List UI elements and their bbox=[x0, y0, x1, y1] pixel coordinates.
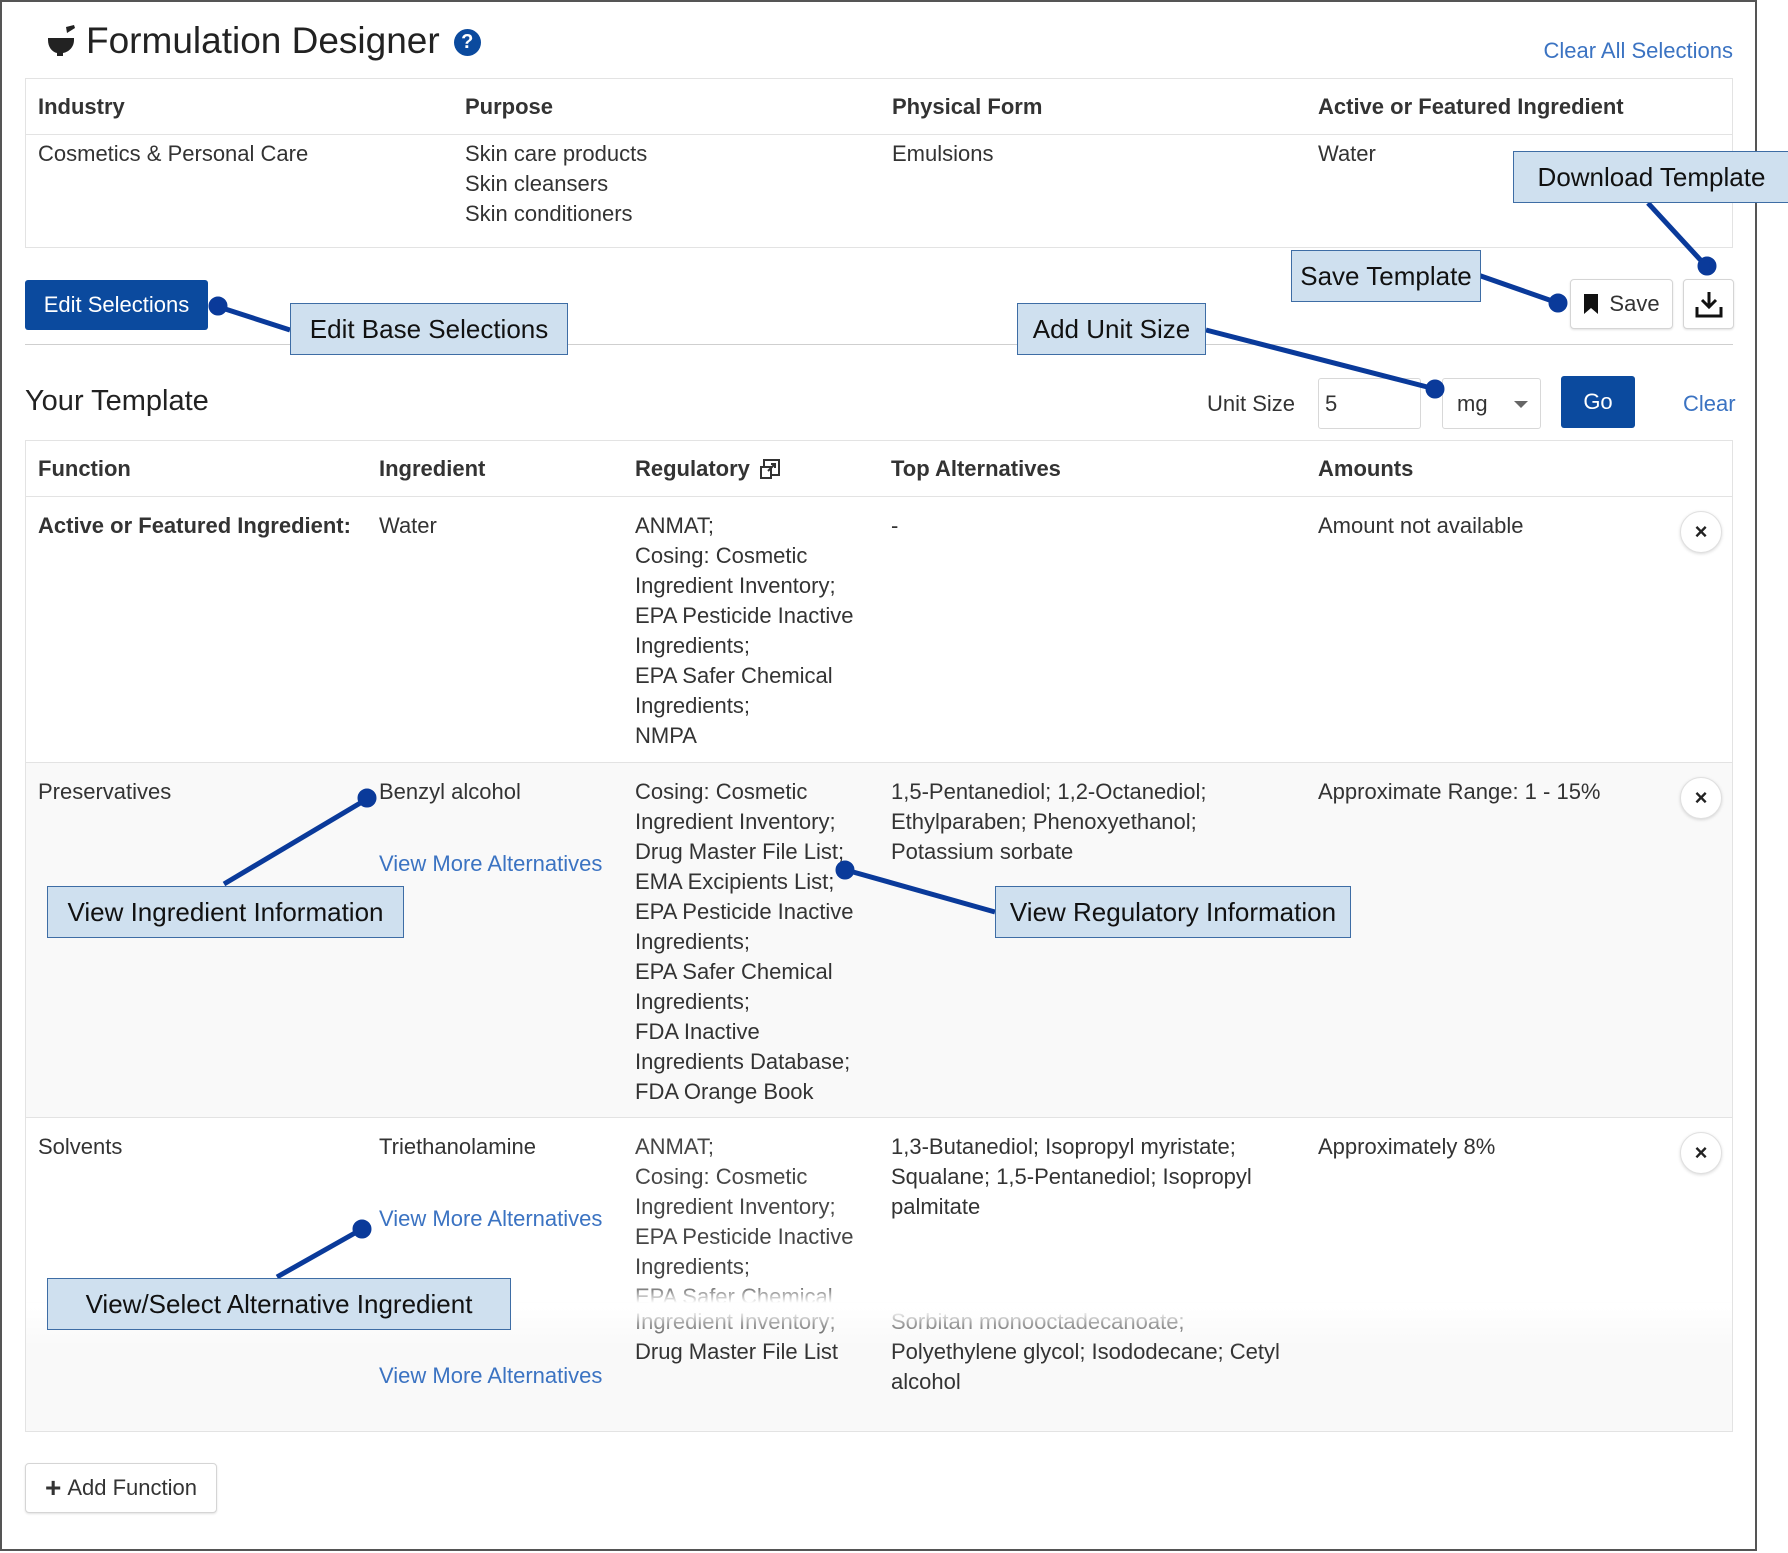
unit-size-label: Unit Size bbox=[1207, 391, 1296, 416]
popout-icon[interactable] bbox=[760, 459, 781, 479]
regulatory-links[interactable]: Cosing: Cosmetic Ingredient Inventory; Dr… bbox=[635, 779, 854, 1104]
callout-save-template: Save Template bbox=[1291, 250, 1481, 302]
unit-select[interactable]: mg bbox=[1442, 378, 1541, 429]
plus-icon: + bbox=[45, 1472, 62, 1503]
physical-form-value: Emulsions bbox=[892, 141, 994, 166]
edit-selections-button[interactable]: Edit Selections bbox=[25, 280, 208, 330]
active-ingredient-value: Water bbox=[1318, 141, 1376, 166]
template-header-row: Function Ingredient Regulatory Top Alter… bbox=[26, 441, 1732, 497]
add-function-button[interactable]: + Add Function bbox=[25, 1463, 217, 1513]
your-template-heading: Your Template bbox=[25, 385, 209, 417]
clear-all-selections-link[interactable]: Clear All Selections bbox=[1543, 38, 1733, 63]
go-button[interactable]: Go bbox=[1561, 376, 1635, 428]
page-title-text: Formulation Designer bbox=[86, 20, 440, 61]
header-regulatory-label: Regulatory bbox=[635, 456, 750, 481]
purpose-value: Skin conditioners bbox=[465, 201, 633, 226]
view-more-alternatives-link[interactable]: View More Alternatives bbox=[379, 1363, 603, 1388]
table-row: Preservatives Benzyl alcohol View More A… bbox=[26, 763, 1732, 1118]
header-purpose: Purpose bbox=[465, 94, 554, 119]
add-function-label: Add Function bbox=[67, 1475, 197, 1500]
header-regulatory: Regulatory bbox=[635, 456, 781, 482]
function-cell: Active or Featured Ingredient: bbox=[38, 513, 351, 538]
section-divider bbox=[25, 344, 1733, 345]
header-amounts: Amounts bbox=[1318, 456, 1414, 481]
unit-select-value: mg bbox=[1457, 390, 1488, 416]
function-cell: Preservatives bbox=[38, 779, 172, 804]
regulatory-links[interactable]: ANMAT; Cosing: Cosmetic Ingredient Invent… bbox=[635, 513, 854, 748]
chevron-down-icon bbox=[1514, 401, 1528, 408]
header-industry: Industry bbox=[38, 94, 125, 119]
callout-view-ingredient-information: View Ingredient Information bbox=[47, 886, 404, 938]
page-title: Formulation Designer ? bbox=[46, 20, 481, 62]
header-function: Function bbox=[38, 456, 131, 481]
clear-link[interactable]: Clear bbox=[1683, 391, 1736, 416]
help-icon[interactable]: ? bbox=[453, 28, 481, 56]
table-row: Solvents Triethanolamine View More Alter… bbox=[26, 1118, 1732, 1309]
callout-view-select-alternative: View/Select Alternative Ingredient bbox=[47, 1278, 511, 1330]
remove-row-button[interactable]: × bbox=[1680, 1132, 1722, 1174]
download-icon bbox=[1695, 292, 1722, 318]
purpose-value: Skin cleansers bbox=[465, 171, 609, 196]
top-alternatives-cell: 1,3-Butanediol; Isopropyl myristate; Squ… bbox=[891, 1134, 1252, 1219]
callout-view-regulatory-information: View Regulatory Information bbox=[995, 886, 1351, 938]
remove-row-button[interactable]: × bbox=[1680, 511, 1722, 553]
unit-size-input[interactable] bbox=[1318, 378, 1421, 429]
ingredient-link[interactable]: Water bbox=[379, 513, 437, 538]
save-button-label: Save bbox=[1609, 291, 1660, 316]
callout-add-unit-size: Add Unit Size bbox=[1017, 303, 1206, 355]
header-ingredient: Ingredient bbox=[379, 456, 486, 481]
view-more-alternatives-link[interactable]: View More Alternatives bbox=[379, 851, 603, 876]
callout-download-template: Download Template bbox=[1513, 151, 1788, 203]
table-row: Active or Featured Ingredient: Water ANM… bbox=[26, 497, 1732, 763]
purpose-value: Skin care products bbox=[465, 141, 648, 166]
bookmark-icon bbox=[1584, 294, 1599, 314]
ingredient-link[interactable]: Benzyl alcohol bbox=[379, 779, 521, 804]
ingredient-link[interactable]: Triethanolamine bbox=[379, 1134, 536, 1159]
view-more-alternatives-link[interactable]: View More Alternatives bbox=[379, 1206, 603, 1231]
top-alternatives-cell: - bbox=[891, 513, 899, 538]
remove-row-button[interactable]: × bbox=[1680, 777, 1722, 819]
amount-cell: Amount not available bbox=[1318, 513, 1524, 538]
header-active-ingredient: Active or Featured Ingredient bbox=[1318, 94, 1624, 119]
callout-edit-base-selections: Edit Base Selections bbox=[290, 303, 568, 355]
header-physical-form: Physical Form bbox=[892, 94, 1043, 119]
top-alternatives-cell: 1,5-Pentanediol; 1,2-Octanediol; Ethylpa… bbox=[891, 779, 1207, 864]
header-top-alternatives: Top Alternatives bbox=[891, 456, 1061, 481]
selections-header-row: Industry Purpose Physical Form Active or… bbox=[26, 79, 1732, 135]
download-button[interactable] bbox=[1683, 279, 1734, 329]
save-button[interactable]: Save bbox=[1570, 279, 1673, 329]
amount-cell: Approximately 8% bbox=[1318, 1134, 1496, 1159]
base-selections-table: Industry Purpose Physical Form Active or… bbox=[25, 78, 1733, 248]
mortar-pestle-icon bbox=[48, 25, 75, 56]
function-cell: Solvents bbox=[38, 1134, 123, 1159]
amount-cell: Approximate Range: 1 - 15% bbox=[1318, 779, 1601, 804]
industry-value: Cosmetics & Personal Care bbox=[38, 141, 309, 166]
purpose-values: Skin care products Skin cleansers Skin c… bbox=[465, 139, 647, 229]
